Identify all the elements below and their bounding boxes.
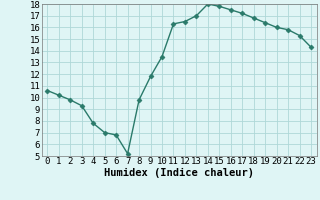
X-axis label: Humidex (Indice chaleur): Humidex (Indice chaleur) — [104, 168, 254, 178]
